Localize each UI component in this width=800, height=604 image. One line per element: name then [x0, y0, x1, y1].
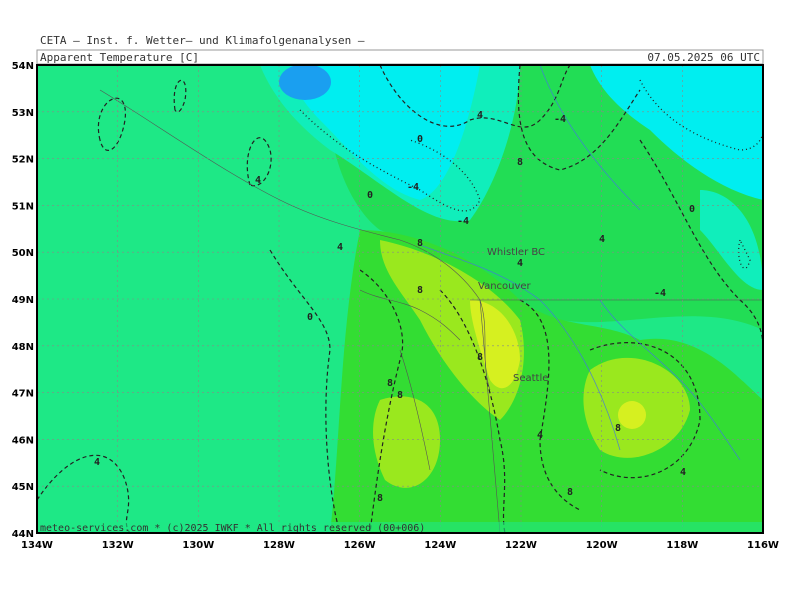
lon-label: 118W	[666, 540, 698, 551]
contour-label: 8	[477, 352, 483, 363]
contour-label: -4	[457, 216, 469, 227]
lat-label: 44N	[12, 529, 34, 540]
contour-label: 0	[307, 312, 313, 323]
contour-label: 8	[417, 285, 423, 296]
lat-label: 50N	[12, 248, 34, 259]
contour-label: 4	[680, 467, 686, 478]
contour-label: 4	[477, 110, 483, 121]
map-frame	[36, 64, 764, 534]
contour-label: 4	[599, 234, 605, 245]
lat-label: 51N	[12, 201, 34, 212]
contour-label: 4	[517, 258, 523, 269]
contour-label: 0	[417, 134, 423, 145]
contour-label: 0	[689, 204, 695, 215]
contour-label: 8	[417, 238, 423, 249]
lon-label: 122W	[505, 540, 537, 551]
footer: meteo-services.com * (c)2025 IWKF * All …	[40, 523, 425, 534]
contour-label: 4	[537, 430, 543, 441]
lon-label: 126W	[344, 540, 376, 551]
contour-label: -4	[654, 288, 666, 299]
lat-label: 45N	[12, 482, 34, 493]
contour-label: 8	[615, 423, 621, 434]
map-title: Apparent Temperature [C]	[40, 51, 199, 64]
lon-label: 128W	[263, 540, 295, 551]
contour-label: 4	[255, 175, 261, 186]
lon-label: 120W	[586, 540, 618, 551]
lon-label: 134W	[21, 540, 53, 551]
contour-label: 8	[377, 493, 383, 504]
contour-label: -4	[554, 114, 566, 125]
lon-label: 124W	[424, 540, 456, 551]
lat-label: 48N	[12, 342, 34, 353]
city-label: Vancouver	[478, 281, 532, 292]
lat-label: 53N	[12, 108, 34, 119]
city-label: Whistler BC	[487, 247, 545, 258]
lat-label: 49N	[12, 295, 34, 306]
lat-label: 46N	[12, 435, 34, 446]
lon-label: 132W	[102, 540, 134, 551]
contour-label: 4	[337, 242, 343, 253]
institute: CETA – Inst. f. Wetter– und Klimafolgena…	[40, 34, 365, 47]
contour-label: 8	[387, 378, 393, 389]
lat-label: 52N	[12, 155, 34, 166]
lon-label: 116W	[747, 540, 779, 551]
contour-label: -4	[407, 182, 419, 193]
contour-label: 0	[367, 190, 373, 201]
lon-label: 130W	[182, 540, 214, 551]
city-label: Seattle	[513, 373, 548, 384]
contour-label: 8	[517, 157, 523, 168]
contour-label: 8	[397, 390, 403, 401]
lat-label: 47N	[12, 389, 34, 400]
contour-label: 8	[567, 487, 573, 498]
contour-label: 4	[94, 457, 100, 468]
lat-label: 54N	[12, 61, 34, 72]
timestamp: 07.05.2025 06 UTC	[647, 51, 760, 64]
